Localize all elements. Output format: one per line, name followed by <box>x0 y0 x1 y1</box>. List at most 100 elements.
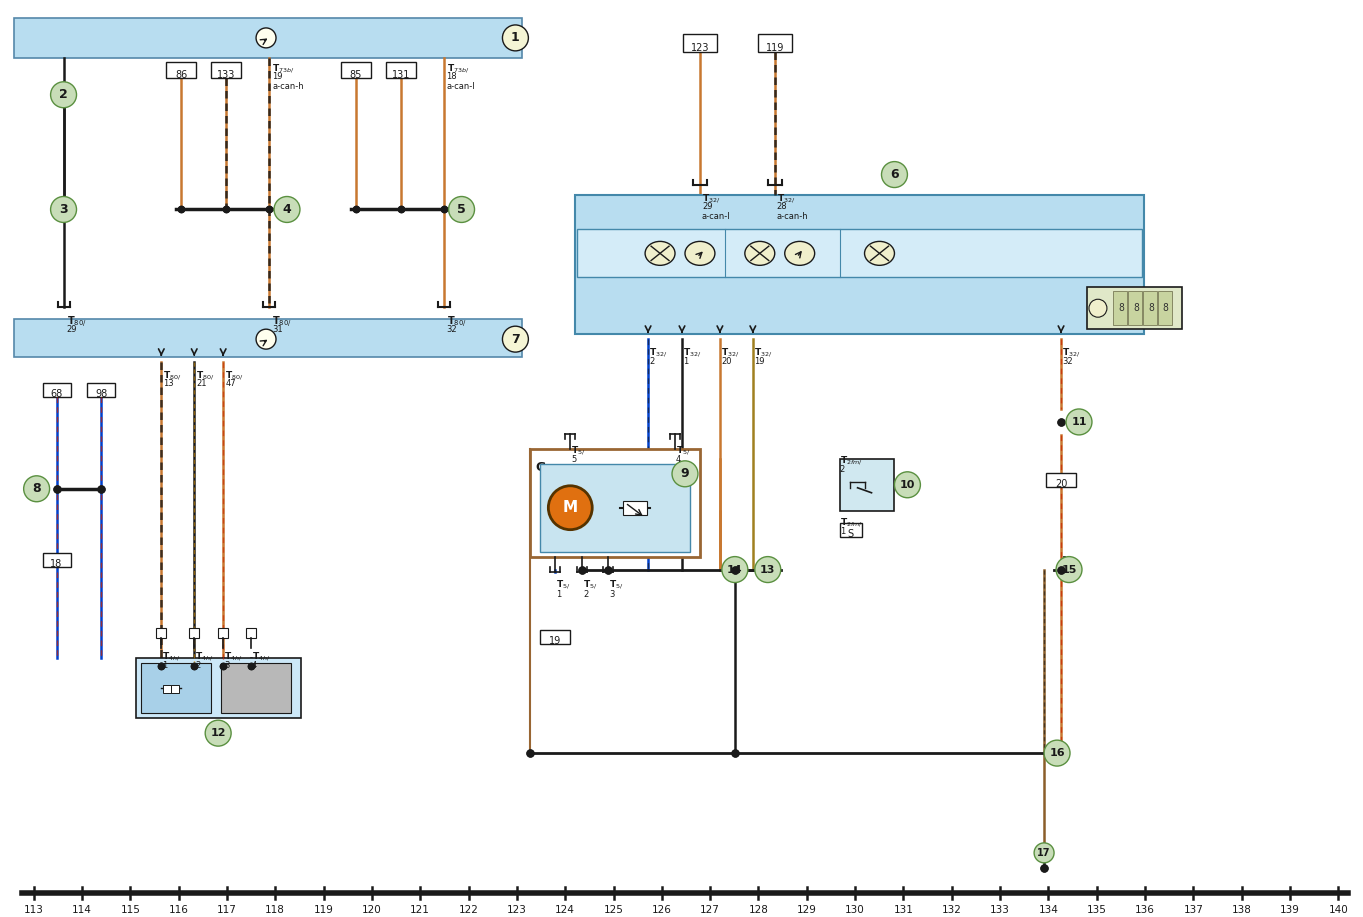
Text: 85: 85 <box>350 70 363 80</box>
Text: $\mathbf{T}_{4h/}$: $\mathbf{T}_{4h/}$ <box>162 650 181 663</box>
Text: 29: 29 <box>702 203 713 212</box>
Circle shape <box>1066 409 1092 435</box>
Text: 11: 11 <box>1071 417 1086 427</box>
Circle shape <box>256 329 277 349</box>
Circle shape <box>1056 557 1082 582</box>
Bar <box>341 61 371 78</box>
Text: 2: 2 <box>583 590 589 599</box>
Text: 2: 2 <box>649 357 654 366</box>
Text: 14: 14 <box>726 565 743 575</box>
Text: 4: 4 <box>676 455 682 464</box>
Ellipse shape <box>645 241 675 265</box>
Text: 9: 9 <box>680 468 690 481</box>
Text: 115: 115 <box>120 905 140 915</box>
Circle shape <box>448 196 474 223</box>
Text: 133: 133 <box>990 905 1010 915</box>
Bar <box>189 628 199 638</box>
Text: $\mathbf{T}_{5/}$: $\mathbf{T}_{5/}$ <box>676 444 691 457</box>
Text: 5: 5 <box>571 455 577 464</box>
Circle shape <box>256 28 277 48</box>
Circle shape <box>722 557 748 582</box>
Ellipse shape <box>785 241 815 265</box>
Text: 5: 5 <box>457 203 466 216</box>
Text: 121: 121 <box>410 905 431 915</box>
Text: 1: 1 <box>162 661 168 670</box>
Text: 137: 137 <box>1183 905 1204 915</box>
Circle shape <box>503 326 529 352</box>
Text: 123: 123 <box>691 43 709 53</box>
Text: 2: 2 <box>840 465 845 474</box>
Text: 28: 28 <box>777 203 788 212</box>
Text: 13: 13 <box>761 565 776 575</box>
Text: 140: 140 <box>1329 905 1348 915</box>
Text: S: S <box>848 529 853 538</box>
Text: 131: 131 <box>391 70 410 80</box>
Bar <box>221 663 290 713</box>
Text: a-can-h: a-can-h <box>273 82 304 91</box>
Text: 86: 86 <box>174 70 187 80</box>
Bar <box>42 383 71 397</box>
Bar <box>164 685 172 693</box>
Text: 113: 113 <box>23 905 44 915</box>
Text: 10: 10 <box>900 480 915 490</box>
Text: 8: 8 <box>1133 304 1139 314</box>
Text: a-can-h: a-can-h <box>777 213 808 222</box>
Text: 20: 20 <box>1055 479 1067 489</box>
Text: 139: 139 <box>1280 905 1300 915</box>
Text: $\mathbf{T}_{2fm/}$: $\mathbf{T}_{2fm/}$ <box>840 454 863 467</box>
Text: $\mathbf{T}_{4h/}$: $\mathbf{T}_{4h/}$ <box>252 650 270 663</box>
Text: 98: 98 <box>95 389 108 399</box>
Text: 120: 120 <box>363 905 382 915</box>
Bar <box>142 663 211 713</box>
Bar <box>540 630 570 645</box>
Circle shape <box>274 196 300 223</box>
Bar <box>1157 292 1172 326</box>
Text: $\mathbf{T}_{4h/}$: $\mathbf{T}_{4h/}$ <box>195 650 214 663</box>
Text: 136: 136 <box>1135 905 1154 915</box>
Text: $\mathbf{T}_{80/}$: $\mathbf{T}_{80/}$ <box>196 369 214 381</box>
Text: $\mathbf{T}_{32/}$: $\mathbf{T}_{32/}$ <box>1062 346 1081 359</box>
Text: 114: 114 <box>72 905 91 915</box>
Text: $\mathbf{T}_{32/}$: $\mathbf{T}_{32/}$ <box>721 346 739 359</box>
Text: 32: 32 <box>447 326 457 334</box>
Text: 132: 132 <box>942 905 962 915</box>
Bar <box>247 628 256 638</box>
Text: 68: 68 <box>50 389 63 399</box>
Circle shape <box>672 461 698 487</box>
Bar <box>1086 287 1182 329</box>
Bar <box>1045 473 1075 487</box>
Text: 3: 3 <box>609 590 615 599</box>
Bar <box>136 658 301 718</box>
Text: 8: 8 <box>1118 304 1124 314</box>
Circle shape <box>503 25 529 50</box>
Bar <box>172 685 180 693</box>
Text: $\mathbf{T}_{73b/}$: $\mathbf{T}_{73b/}$ <box>273 61 294 74</box>
Circle shape <box>1035 843 1054 863</box>
Text: $\mathbf{T}_{32/}$: $\mathbf{T}_{32/}$ <box>683 346 702 359</box>
Text: 12: 12 <box>210 728 226 738</box>
Bar <box>157 628 166 638</box>
Text: 16: 16 <box>1050 748 1065 758</box>
Text: $\mathbf{G}_6$: $\mathbf{G}_6$ <box>536 461 553 476</box>
Text: 119: 119 <box>313 905 334 915</box>
Text: $\mathbf{T}_{5/}$: $\mathbf{T}_{5/}$ <box>556 579 571 591</box>
Bar <box>14 319 522 357</box>
Text: 17: 17 <box>1037 848 1051 858</box>
Circle shape <box>1044 740 1070 766</box>
Text: 21: 21 <box>196 379 207 388</box>
Bar <box>840 523 861 536</box>
Circle shape <box>206 720 232 746</box>
Text: 117: 117 <box>217 905 237 915</box>
Text: 8: 8 <box>33 482 41 495</box>
Text: $\mathbf{T}_{5/}$: $\mathbf{T}_{5/}$ <box>609 579 624 591</box>
Bar <box>166 61 196 78</box>
Text: 131: 131 <box>894 905 913 915</box>
Text: 122: 122 <box>458 905 478 915</box>
Text: 6: 6 <box>890 168 898 181</box>
Text: 7: 7 <box>511 333 519 346</box>
Bar <box>758 34 792 52</box>
Text: 126: 126 <box>652 905 672 915</box>
Bar <box>840 458 894 511</box>
Bar <box>42 553 71 567</box>
Ellipse shape <box>744 241 774 265</box>
